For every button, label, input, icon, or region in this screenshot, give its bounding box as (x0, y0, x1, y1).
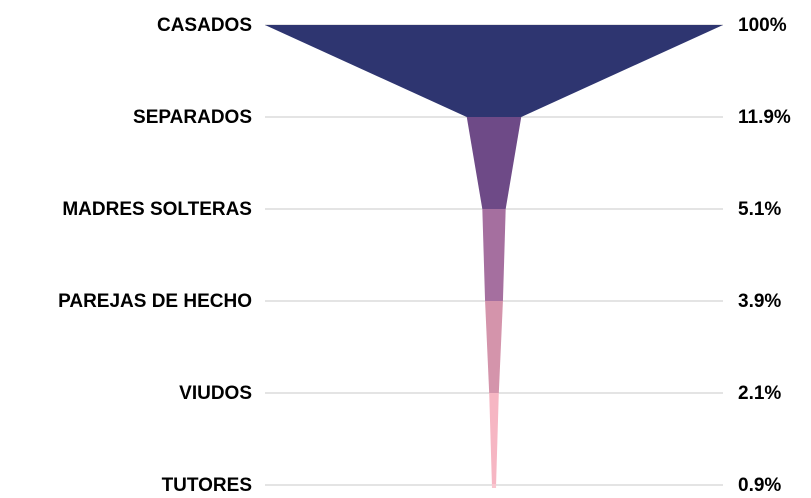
funnel-tip (491, 484, 497, 488)
value-label: 5.1% (738, 199, 781, 220)
funnel-segment (265, 25, 723, 117)
category-label: PAREJAS DE HECHO (58, 291, 252, 312)
value-label: 100% (738, 15, 787, 36)
value-label: 0.9% (738, 475, 781, 496)
category-label: CASADOS (157, 15, 252, 36)
category-label: SEPARADOS (133, 107, 252, 128)
funnel-segment (485, 301, 503, 393)
value-label: 2.1% (738, 383, 781, 404)
value-label: 11.9% (738, 107, 791, 128)
funnel-segment (489, 393, 499, 485)
value-label: 3.9% (738, 291, 781, 312)
category-label: VIUDOS (179, 383, 252, 404)
funnel-segment (466, 117, 522, 209)
category-label: MADRES SOLTERAS (62, 199, 252, 220)
funnel-segment (482, 209, 506, 301)
category-label: TUTORES (162, 475, 252, 496)
